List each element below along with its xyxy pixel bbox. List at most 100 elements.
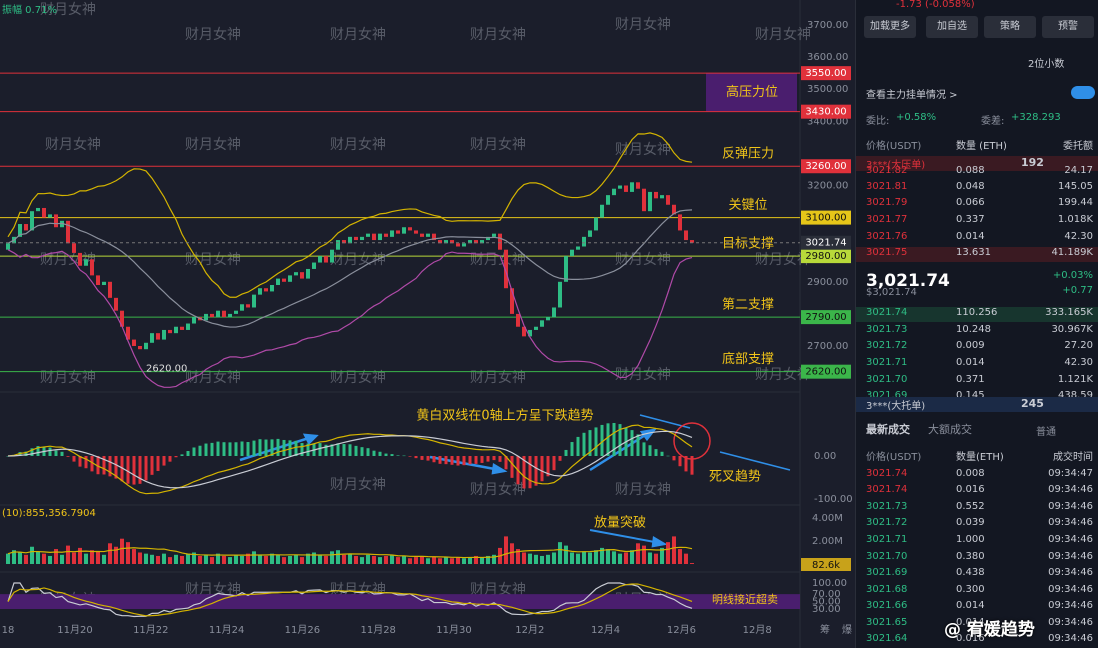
candle bbox=[420, 233, 424, 237]
volume-bar bbox=[438, 558, 442, 564]
volume-bar bbox=[612, 551, 616, 564]
buttons[interactable]: 加自选 bbox=[926, 16, 978, 38]
macd-bar bbox=[234, 442, 238, 456]
macd-bar bbox=[492, 456, 496, 461]
macd-bar bbox=[462, 456, 466, 466]
brand: @ 宥媛趋势 bbox=[944, 620, 1035, 640]
trade-tabs: 最新成交 bbox=[866, 423, 910, 436]
candle bbox=[498, 233, 502, 250]
watermark: 财月女神 bbox=[755, 26, 811, 43]
row-bg bbox=[856, 156, 1098, 171]
watermark: 财月女神 bbox=[470, 581, 526, 598]
watermark: 财月女神 bbox=[470, 369, 526, 386]
date-label: 12月2 bbox=[515, 624, 544, 636]
volume-bar bbox=[660, 547, 664, 564]
candle bbox=[558, 281, 562, 308]
volume-bar bbox=[258, 554, 262, 564]
buttons[interactable]: 策略 bbox=[984, 16, 1036, 38]
volume-bar bbox=[240, 555, 244, 564]
candle bbox=[330, 249, 334, 263]
volume-bar bbox=[90, 550, 94, 564]
toggle[interactable] bbox=[1071, 86, 1095, 99]
macd-bar bbox=[162, 456, 166, 466]
bids: 0.145 bbox=[956, 390, 985, 401]
macd-bar bbox=[306, 443, 310, 456]
buttons[interactable]: 加载更多 bbox=[864, 16, 916, 38]
macd-bar bbox=[354, 445, 358, 456]
macd-bar bbox=[324, 444, 328, 456]
asks: 0.066 bbox=[956, 197, 985, 208]
volume-bar bbox=[78, 547, 82, 564]
watermark: 财月女神 bbox=[185, 581, 241, 598]
volume-bar bbox=[648, 552, 652, 564]
volume-bar bbox=[72, 552, 76, 564]
candle bbox=[132, 339, 136, 346]
macd-bar bbox=[582, 432, 586, 456]
volume-bar bbox=[126, 542, 130, 564]
candle bbox=[246, 304, 250, 308]
diff: +328.293 bbox=[1011, 112, 1061, 123]
macd-bar bbox=[288, 440, 292, 456]
watermark: 财月女神 bbox=[330, 251, 386, 268]
candle bbox=[108, 281, 112, 298]
volume-bar bbox=[360, 557, 364, 564]
date-label: 11月20 bbox=[57, 624, 92, 636]
asks: 145.05 bbox=[1058, 181, 1093, 192]
candle bbox=[630, 182, 634, 192]
candle bbox=[264, 288, 268, 292]
book-header: 价格(USDT) bbox=[866, 141, 922, 152]
bids: 0.014 bbox=[956, 357, 985, 368]
row-bg bbox=[856, 307, 1098, 322]
watermark: 财月女神 bbox=[330, 369, 386, 386]
macd-bar bbox=[576, 436, 580, 456]
current-price-box bbox=[801, 235, 851, 250]
macd-bar bbox=[282, 439, 286, 456]
macd-bar bbox=[252, 440, 256, 456]
volume-bar bbox=[474, 555, 478, 564]
volume-bar bbox=[402, 555, 406, 564]
date-label: 12月8 bbox=[743, 624, 772, 636]
candle bbox=[678, 214, 682, 231]
watermark: 财月女神 bbox=[40, 1, 96, 18]
volume-bar bbox=[624, 552, 628, 564]
volume-bar bbox=[684, 553, 688, 564]
candle bbox=[414, 230, 418, 234]
asks: 41.189K bbox=[1051, 247, 1093, 258]
candle bbox=[288, 275, 292, 282]
candle bbox=[114, 297, 118, 311]
candle bbox=[444, 240, 448, 244]
macd-bar bbox=[330, 444, 334, 456]
trades: 0.014 bbox=[956, 617, 985, 628]
volume-bar bbox=[414, 557, 418, 564]
buttons[interactable]: 预警 bbox=[1042, 16, 1094, 38]
asks: 42.30 bbox=[1064, 231, 1093, 242]
macd-bar bbox=[480, 456, 484, 463]
candle bbox=[138, 346, 142, 350]
asks: 13.631 bbox=[956, 247, 991, 258]
candle bbox=[78, 252, 82, 266]
level-box bbox=[801, 104, 851, 119]
volume-bar bbox=[66, 545, 70, 564]
volume-bar bbox=[96, 551, 100, 564]
candle bbox=[360, 236, 364, 241]
ask-big: 192 bbox=[1021, 156, 1044, 169]
candle bbox=[612, 188, 616, 196]
volume-last-box bbox=[801, 558, 851, 571]
macd-bar bbox=[654, 449, 658, 456]
watermark: 财月女神 bbox=[45, 136, 101, 153]
candle bbox=[276, 278, 280, 286]
filter: 普通 bbox=[1036, 427, 1056, 438]
volume-bar bbox=[450, 558, 454, 564]
trade-tabs: 大额成交 bbox=[928, 423, 972, 436]
macd-bar bbox=[510, 456, 514, 478]
change: +0.77 bbox=[1062, 285, 1093, 296]
macd-bar bbox=[276, 438, 280, 456]
volume-bar bbox=[570, 552, 574, 564]
volume-bar bbox=[156, 555, 160, 564]
level-note: 底部支撑 bbox=[722, 351, 774, 367]
price-tick-label: 3600.00 bbox=[807, 52, 848, 63]
candle bbox=[570, 249, 574, 257]
volume-bar bbox=[678, 549, 682, 564]
macd-bar bbox=[588, 430, 592, 456]
volume-bar bbox=[480, 557, 484, 564]
